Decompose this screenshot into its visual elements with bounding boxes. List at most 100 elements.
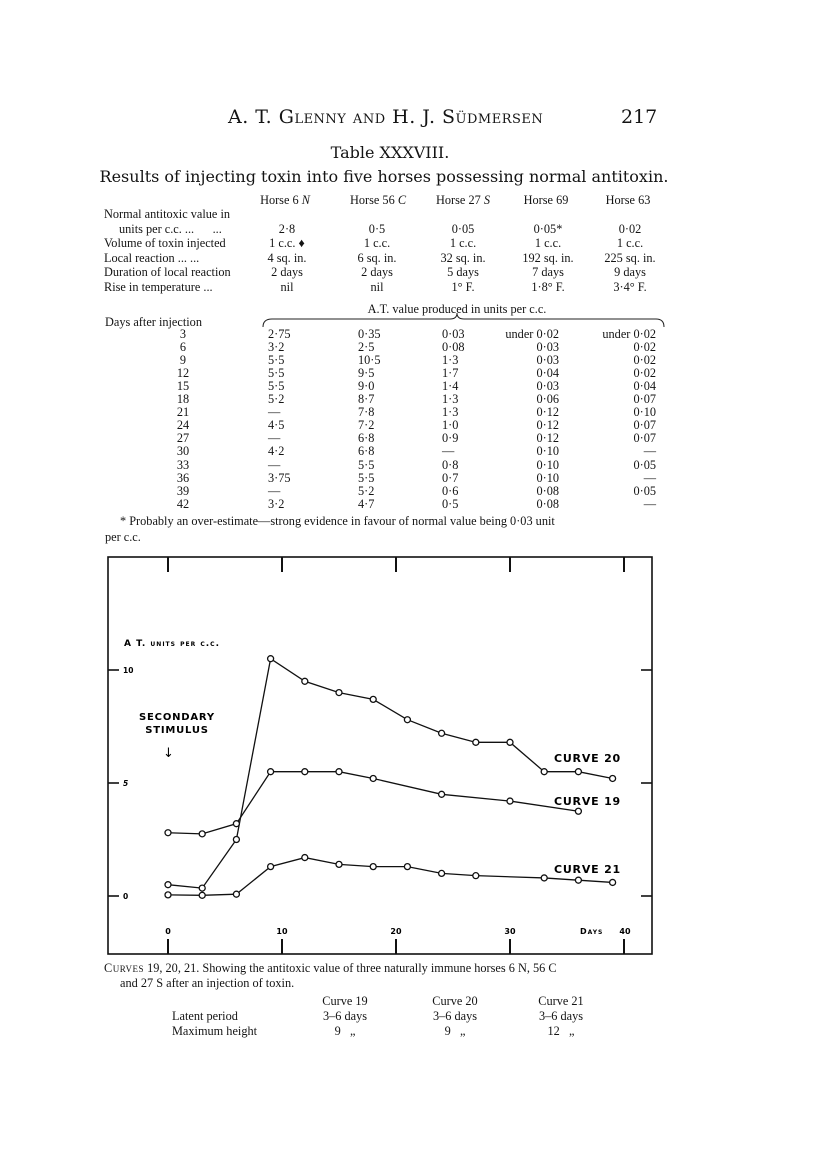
row-value: 0·35 xyxy=(358,327,381,341)
row-value: — xyxy=(643,444,656,459)
row-day: 18 xyxy=(176,392,190,407)
caption-row-value: 3–6 days xyxy=(322,1009,368,1023)
y-tick-label: 5 xyxy=(123,779,128,788)
row-value: 9·0 xyxy=(358,379,375,394)
column-header: Horse 63 xyxy=(606,193,651,208)
row-value: 0·10 xyxy=(536,470,559,485)
property-value: 0·5 xyxy=(368,221,386,236)
row-day: 21 xyxy=(176,405,190,420)
row-value: 4·5 xyxy=(268,418,285,433)
row-day: 39 xyxy=(176,483,190,498)
row-value: 0·9 xyxy=(442,431,459,446)
data-point xyxy=(164,881,172,889)
row-value: — xyxy=(643,470,656,485)
data-point xyxy=(198,830,206,838)
y-tick-label: 0 xyxy=(123,892,128,901)
row-value: 3·75 xyxy=(268,470,291,485)
row-value: 6·8 xyxy=(358,444,375,459)
x-tick-label: 40 xyxy=(619,927,631,936)
row-value: 5·5 xyxy=(268,353,285,368)
column-header: Horse 56 C xyxy=(350,193,406,208)
days-heading: Days after injection xyxy=(105,315,202,329)
row-day: 12 xyxy=(176,366,190,381)
row-day: 33 xyxy=(176,457,190,472)
data-point xyxy=(540,768,548,776)
property-label: Local reaction ... ... xyxy=(104,250,200,265)
caption-row-value: 3–6 days xyxy=(538,1009,584,1023)
data-point xyxy=(472,872,480,880)
data-point xyxy=(232,835,241,844)
row-value: 1·3 xyxy=(442,353,459,368)
data-point xyxy=(266,862,275,871)
series-label: Curve 19 xyxy=(554,795,621,808)
page-number: 217 xyxy=(621,106,658,128)
row-value: 4·7 xyxy=(358,496,375,511)
row-value: 4·2 xyxy=(268,444,285,459)
data-point xyxy=(335,768,343,776)
row-value: 0·08 xyxy=(442,340,465,355)
series-label: Curve 21 xyxy=(554,863,621,876)
property-value: 1 c.c. xyxy=(363,236,391,250)
column-name: Horse 69 xyxy=(523,193,569,207)
column-header: Horse 69 xyxy=(524,193,569,208)
y-axis-label: A T. units per c.c. xyxy=(124,639,220,649)
row-value: 0·12 xyxy=(536,431,559,446)
data-point xyxy=(540,874,548,882)
row-value: — xyxy=(268,483,281,498)
caption-row-label: Maximum height xyxy=(172,1024,258,1038)
row-value: 0·8 xyxy=(442,457,459,472)
row-value: 0·07 xyxy=(633,431,656,446)
data-point xyxy=(369,774,377,783)
row-day: 30 xyxy=(176,444,190,459)
row-value: under 0·02 xyxy=(505,327,559,341)
annotation-line2: Stimulus xyxy=(145,725,209,736)
property-label: Rise in temperature ... xyxy=(104,279,213,294)
data-point xyxy=(198,884,206,892)
row-value: — xyxy=(268,431,281,446)
row-value: 8·7 xyxy=(358,392,375,407)
annotation-arrow-icon: ↓ xyxy=(163,746,174,761)
row-value: under 0·02 xyxy=(602,327,656,341)
property-value: nil xyxy=(370,279,384,294)
row-day: 9 xyxy=(179,353,187,368)
row-value: 0·12 xyxy=(536,405,559,420)
property-value: 32 sq. in. xyxy=(440,250,486,265)
property-value: 0·02 xyxy=(618,221,642,236)
table-caption: Results of injecting toxin into five hor… xyxy=(99,167,669,186)
column-suffix: S xyxy=(483,193,490,207)
property-value: 1 c.c. xyxy=(534,236,562,250)
column-name: Horse 63 xyxy=(605,193,651,207)
x-axis-label: Days xyxy=(580,927,603,936)
data-point xyxy=(266,768,275,776)
footnote: * Probably an over-estimate—strong evide… xyxy=(120,514,555,528)
data-point xyxy=(301,677,309,685)
running-title: A. T. Glenny and H. J. Südmersen xyxy=(228,106,544,128)
property-label: Duration of local reaction xyxy=(104,265,231,279)
row-value: 0·10 xyxy=(536,444,559,459)
row-value: 0·12 xyxy=(536,418,559,433)
x-tick-label: 0 xyxy=(165,927,171,936)
data-point xyxy=(301,853,309,862)
row-value: 1·7 xyxy=(442,366,459,381)
figure-caption-line2: and 27 S after an injection of toxin. xyxy=(120,976,295,990)
figure-caption-line1: Curves 19, 20, 21. Showing the antitoxic… xyxy=(104,961,557,976)
row-value: 0·04 xyxy=(536,366,559,381)
row-value: 0·04 xyxy=(633,379,656,394)
column-name: Horse 6 xyxy=(260,193,302,207)
row-value: 7·8 xyxy=(358,405,375,420)
x-tick-label: 10 xyxy=(276,927,288,936)
row-value: 0·5 xyxy=(442,496,459,511)
data-point xyxy=(164,891,172,899)
column-suffix: C xyxy=(397,193,407,207)
row-value: 0·10 xyxy=(536,457,559,472)
row-value: 1·3 xyxy=(442,392,459,407)
row-value: 0·03 xyxy=(536,340,559,355)
row-day: 3 xyxy=(179,327,187,341)
row-value: 1·3 xyxy=(442,405,459,420)
data-point xyxy=(232,820,241,828)
property-value: 2 days xyxy=(271,265,303,279)
data-point xyxy=(437,729,446,737)
data-point xyxy=(437,790,446,798)
row-value: 0·03 xyxy=(536,353,559,368)
footnote-cont: per c.c. xyxy=(105,530,141,544)
